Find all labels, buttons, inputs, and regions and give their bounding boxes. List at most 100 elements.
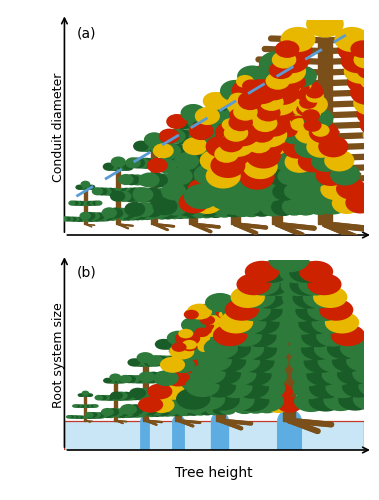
Circle shape	[239, 114, 257, 126]
Circle shape	[219, 179, 249, 201]
Circle shape	[206, 315, 221, 324]
Circle shape	[108, 208, 123, 218]
Circle shape	[167, 339, 184, 350]
Circle shape	[303, 107, 321, 120]
Circle shape	[103, 216, 110, 222]
Circle shape	[153, 370, 179, 386]
Circle shape	[234, 336, 249, 346]
Circle shape	[123, 375, 136, 383]
Circle shape	[331, 324, 365, 346]
Circle shape	[98, 212, 109, 220]
Circle shape	[223, 328, 238, 338]
Circle shape	[174, 198, 199, 216]
Circle shape	[165, 356, 183, 366]
Circle shape	[209, 108, 234, 126]
Circle shape	[250, 107, 276, 125]
Circle shape	[298, 94, 328, 116]
Circle shape	[156, 356, 173, 366]
Circle shape	[205, 309, 221, 318]
Circle shape	[195, 331, 220, 347]
Circle shape	[319, 299, 353, 320]
Circle shape	[163, 339, 180, 350]
Bar	[85, 396, 86, 420]
Circle shape	[120, 404, 137, 415]
Circle shape	[373, 114, 379, 132]
Circle shape	[175, 330, 200, 346]
Bar	[116, 167, 121, 224]
Circle shape	[322, 364, 356, 386]
Circle shape	[283, 80, 301, 94]
Circle shape	[86, 394, 92, 397]
Circle shape	[245, 274, 280, 295]
Circle shape	[156, 408, 169, 417]
Circle shape	[246, 168, 271, 186]
Circle shape	[174, 356, 191, 366]
Circle shape	[165, 192, 180, 202]
Circle shape	[79, 184, 86, 190]
Circle shape	[368, 388, 379, 409]
Circle shape	[254, 90, 273, 103]
Circle shape	[332, 350, 366, 372]
Circle shape	[259, 51, 295, 77]
Circle shape	[309, 390, 343, 411]
Circle shape	[127, 404, 144, 415]
Circle shape	[219, 404, 236, 415]
Circle shape	[235, 326, 250, 336]
Circle shape	[193, 114, 214, 130]
Circle shape	[175, 144, 196, 159]
Circle shape	[323, 390, 358, 411]
Circle shape	[222, 304, 247, 320]
Circle shape	[71, 200, 78, 206]
Circle shape	[197, 343, 213, 352]
Circle shape	[99, 412, 108, 418]
Circle shape	[250, 390, 284, 412]
Circle shape	[119, 375, 132, 383]
Circle shape	[356, 101, 379, 126]
Circle shape	[210, 173, 231, 188]
Circle shape	[114, 378, 124, 384]
Circle shape	[227, 172, 247, 188]
Circle shape	[172, 398, 197, 413]
Circle shape	[216, 304, 241, 320]
Circle shape	[218, 173, 239, 188]
Circle shape	[125, 188, 136, 196]
Circle shape	[146, 212, 157, 220]
Circle shape	[345, 192, 376, 214]
Circle shape	[150, 358, 163, 366]
Circle shape	[155, 173, 176, 188]
Y-axis label: Conduit diameter: Conduit diameter	[52, 73, 65, 182]
Circle shape	[149, 392, 161, 400]
Circle shape	[204, 178, 234, 200]
Bar	[318, 40, 332, 224]
Circle shape	[80, 394, 86, 397]
Circle shape	[327, 338, 361, 359]
Circle shape	[199, 114, 220, 129]
Circle shape	[119, 412, 128, 418]
Circle shape	[85, 404, 90, 408]
Circle shape	[123, 212, 134, 221]
Circle shape	[160, 357, 185, 373]
Circle shape	[78, 404, 84, 408]
Circle shape	[252, 66, 282, 88]
Circle shape	[169, 204, 190, 218]
Circle shape	[215, 142, 250, 168]
Circle shape	[161, 398, 186, 413]
Circle shape	[283, 80, 313, 102]
Circle shape	[287, 66, 317, 87]
Circle shape	[288, 102, 306, 116]
Circle shape	[77, 200, 84, 206]
Circle shape	[253, 114, 277, 132]
Circle shape	[202, 376, 236, 398]
Circle shape	[120, 208, 136, 219]
Circle shape	[223, 312, 238, 322]
Circle shape	[239, 199, 264, 217]
Circle shape	[223, 165, 253, 186]
Circle shape	[186, 384, 211, 400]
Circle shape	[142, 202, 163, 218]
Circle shape	[313, 286, 348, 308]
Circle shape	[193, 344, 218, 360]
Circle shape	[255, 357, 280, 373]
Circle shape	[236, 300, 271, 321]
Circle shape	[235, 92, 260, 110]
Circle shape	[306, 113, 324, 126]
